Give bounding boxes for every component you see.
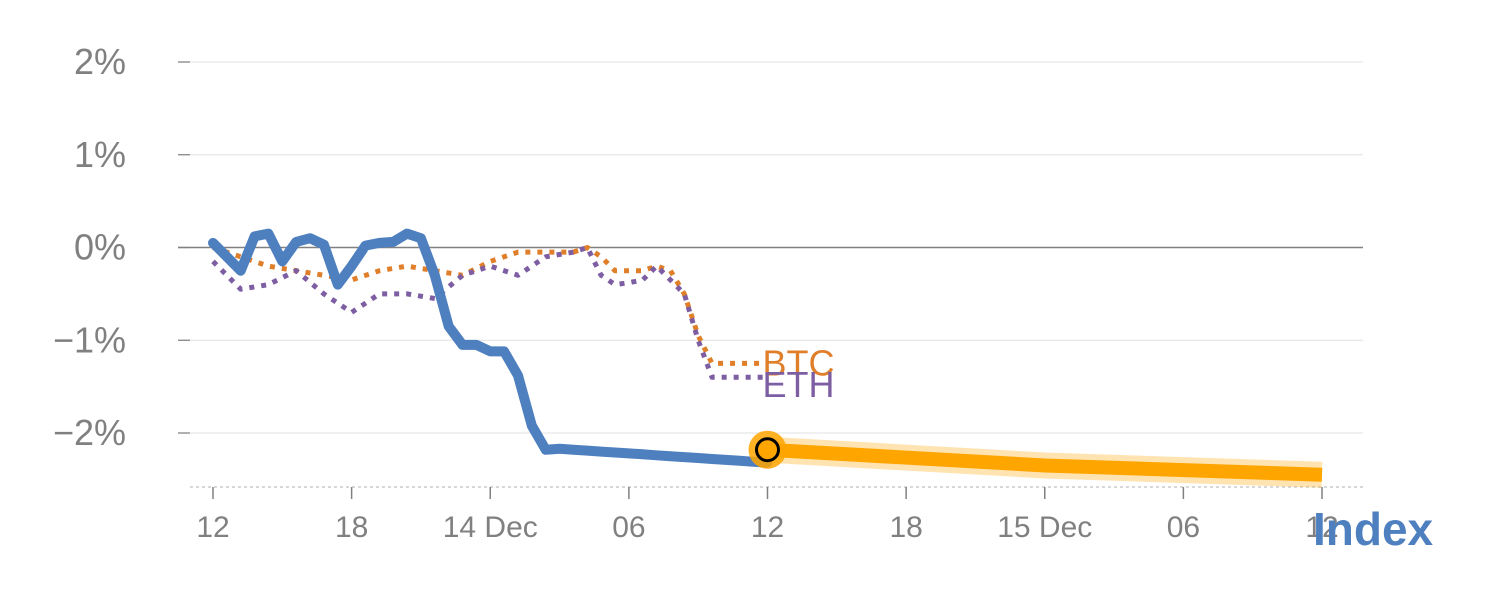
x-axis: 12 18 14 Dec 06 12 18 15 Dec 06 12: [190, 486, 1363, 544]
x-tick-label: 18: [889, 511, 922, 544]
x-tick-label: 06: [1167, 511, 1200, 544]
y-tick-label: −2%: [53, 412, 126, 453]
series-eth: [211, 245, 768, 380]
y-tick-label: 0%: [74, 227, 126, 268]
label-index: Index: [1313, 503, 1434, 555]
y-tick-label: 1%: [74, 134, 126, 175]
y-axis: 2% 1% 0% −1% −2%: [53, 41, 190, 453]
x-tick-label: 06: [612, 511, 645, 544]
x-tick-label: 12: [1305, 511, 1338, 544]
series-index-projection: [767, 442, 1323, 482]
label-btc: BTC: [763, 342, 835, 383]
series-index: [208, 228, 773, 468]
y-tick-label: −1%: [53, 319, 126, 360]
series-layer: [208, 228, 1323, 488]
current-marker: [755, 437, 780, 463]
series-btc: [212, 245, 768, 366]
y-tick-label: 2%: [74, 41, 126, 82]
label-eth: ETH: [763, 364, 835, 405]
x-tick-label: 14 Dec: [443, 511, 538, 544]
x-tick-label: 18: [335, 511, 368, 544]
x-tick-label: 12: [751, 511, 784, 544]
x-tick-label: 15 Dec: [997, 511, 1092, 544]
x-tick-label: 12: [196, 511, 229, 544]
